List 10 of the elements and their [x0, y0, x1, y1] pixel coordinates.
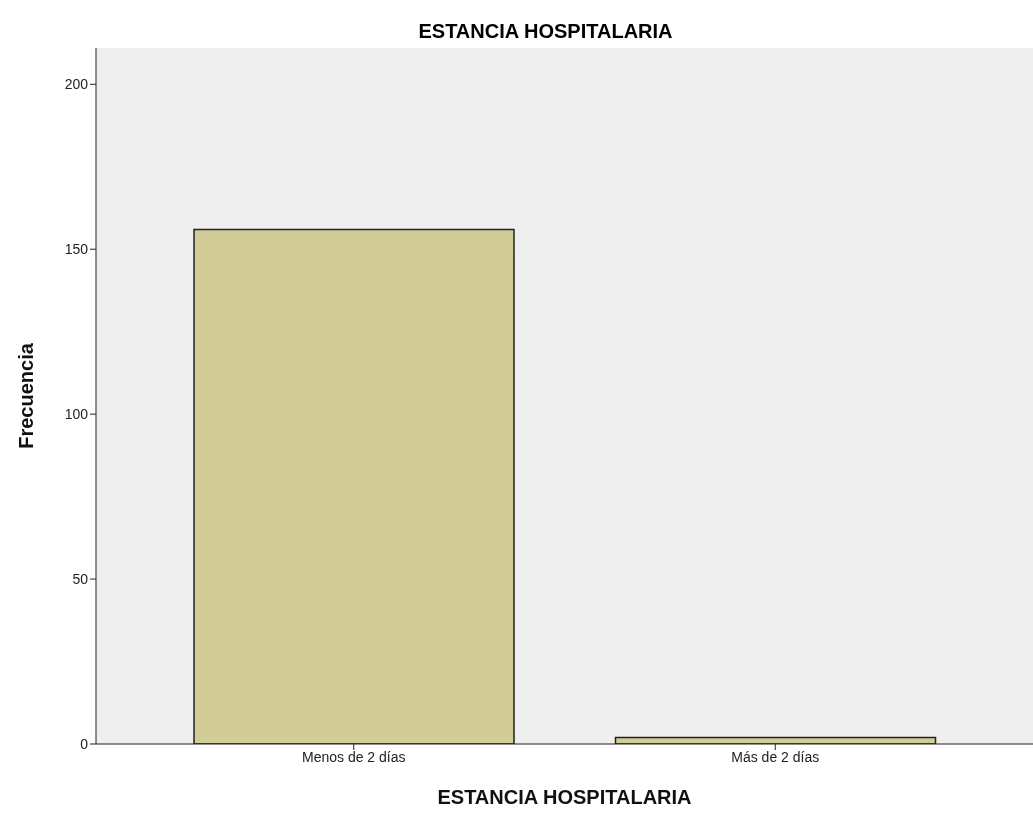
x-axis-title: ESTANCIA HOSPITALARIA: [437, 786, 692, 808]
x-tick-label: Menos de 2 días: [301, 748, 406, 765]
y-tick-label: 0: [80, 735, 89, 752]
y-axis-title: Frecuencia: [15, 342, 38, 449]
y-tick-label: 50: [72, 571, 89, 588]
y-tick-label: 100: [64, 406, 89, 423]
x-tick-label: Más de 2 días: [731, 748, 820, 765]
y-tick-label: 200: [64, 76, 89, 93]
chart-title: ESTANCIA HOSPITALARIA: [417, 20, 674, 43]
y-tick-label: 150: [64, 241, 89, 258]
